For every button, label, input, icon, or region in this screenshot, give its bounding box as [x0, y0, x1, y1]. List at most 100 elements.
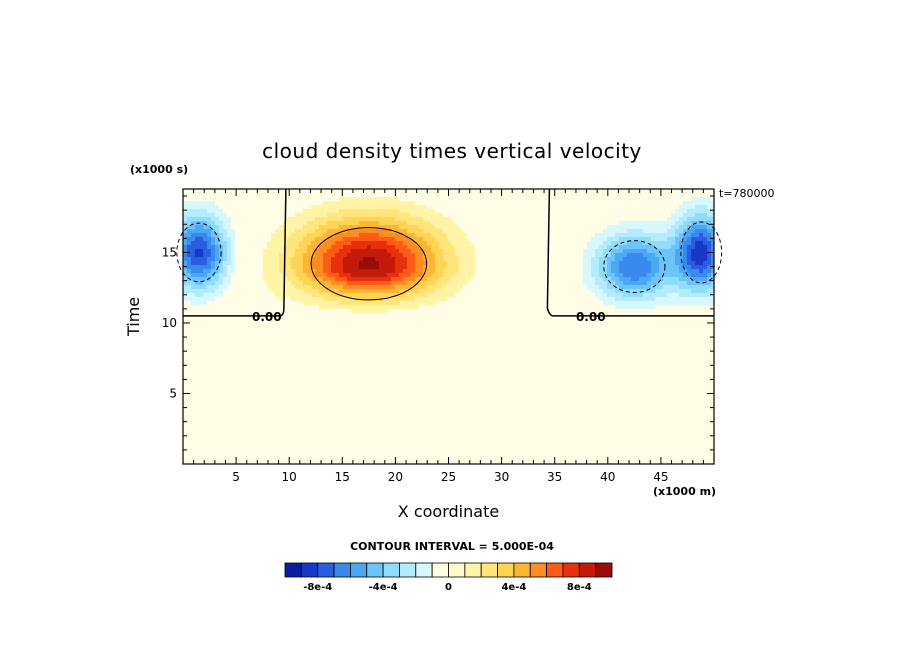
field-cell: [467, 277, 471, 281]
field-cell: [419, 269, 423, 273]
field-cell: [595, 253, 599, 257]
field-cell: [639, 305, 643, 309]
field-cell: [639, 257, 643, 261]
field-cell: [391, 269, 395, 273]
field-cell: [375, 233, 379, 237]
field-cell: [403, 205, 407, 209]
field-cell: [471, 249, 475, 253]
field-cell: [315, 269, 319, 273]
field-cell: [323, 245, 327, 249]
field-cell: [443, 273, 447, 277]
field-cell: [659, 253, 663, 257]
field-cell: [587, 277, 591, 281]
field-cell: [623, 245, 627, 249]
field-cell: [291, 277, 295, 281]
field-cell: [687, 277, 691, 281]
field-cell: [667, 265, 671, 269]
field-cell: [675, 285, 679, 289]
field-cell: [299, 281, 303, 285]
field-cell: [351, 261, 355, 265]
field-cell: [411, 221, 415, 225]
field-cell: [383, 205, 387, 209]
field-cell: [671, 265, 675, 269]
x-tick-label: 35: [547, 470, 562, 484]
field-cell: [335, 233, 339, 237]
field-cell: [619, 245, 623, 249]
field-cell: [183, 245, 187, 249]
field-cell: [591, 241, 595, 245]
field-cell: [711, 277, 714, 281]
field-cell: [299, 257, 303, 261]
field-cell: [315, 233, 319, 237]
field-cell: [595, 237, 599, 241]
field-cell: [415, 281, 419, 285]
field-cell: [423, 217, 427, 221]
field-cell: [319, 245, 323, 249]
field-cell: [307, 221, 311, 225]
field-cell: [231, 229, 235, 233]
field-cell: [643, 233, 647, 237]
field-cell: [423, 261, 427, 265]
field-cell: [679, 285, 683, 289]
field-cell: [211, 253, 215, 257]
field-cell: [323, 237, 327, 241]
field-cell: [339, 229, 343, 233]
field-cell: [599, 273, 603, 277]
field-cell: [195, 245, 199, 249]
field-cell: [707, 269, 711, 273]
field-cell: [295, 289, 299, 293]
field-cell: [335, 205, 339, 209]
field-cell: [395, 221, 399, 225]
field-cell: [691, 217, 695, 221]
field-cell: [379, 285, 383, 289]
field-cell: [275, 237, 279, 241]
field-cell: [275, 245, 279, 249]
field-cell: [667, 273, 671, 277]
field-cell: [423, 241, 427, 245]
field-cell: [319, 281, 323, 285]
field-cell: [639, 297, 643, 301]
field-cell: [415, 285, 419, 289]
field-cell: [667, 221, 671, 225]
field-cell: [311, 229, 315, 233]
field-cell: [603, 297, 607, 301]
field-cell: [459, 281, 463, 285]
field-cell: [223, 281, 227, 285]
field-cell: [339, 213, 343, 217]
field-cell: [647, 289, 651, 293]
field-cell: [331, 253, 335, 257]
field-cell: [435, 233, 439, 237]
field-cell: [695, 289, 699, 293]
field-cell: [671, 257, 675, 261]
field-cell: [443, 285, 447, 289]
field-cell: [343, 205, 347, 209]
field-cell: [639, 301, 643, 305]
field-cell: [447, 245, 451, 249]
field-cell: [627, 245, 631, 249]
field-cell: [399, 213, 403, 217]
field-cell: [291, 289, 295, 293]
field-cell: [215, 285, 219, 289]
field-cell: [599, 257, 603, 261]
field-cell: [387, 261, 391, 265]
field-cell: [655, 289, 659, 293]
field-cell: [199, 249, 203, 253]
field-cell: [339, 241, 343, 245]
field-cell: [399, 229, 403, 233]
field-cell: [651, 293, 655, 297]
field-cell: [371, 261, 375, 265]
field-cell: [375, 253, 379, 257]
field-cell: [319, 225, 323, 229]
field-cell: [663, 285, 667, 289]
field-cell: [331, 265, 335, 269]
field-cell: [463, 233, 467, 237]
field-cell: [339, 265, 343, 269]
field-cell: [683, 241, 687, 245]
field-cell: [371, 249, 375, 253]
field-cell: [351, 249, 355, 253]
field-cell: [363, 261, 367, 265]
field-cell: [367, 245, 371, 249]
field-cell: [703, 233, 707, 237]
field-cell: [439, 249, 443, 253]
